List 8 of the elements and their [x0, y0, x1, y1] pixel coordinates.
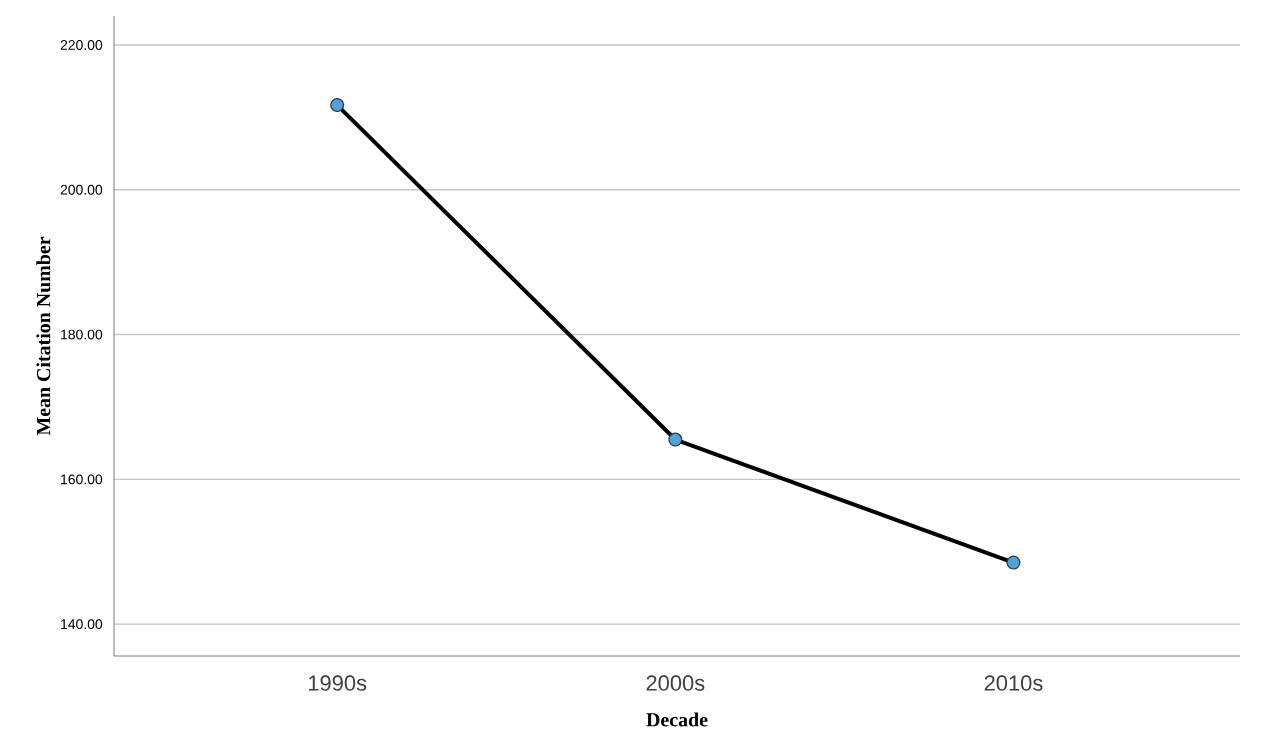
point [330, 98, 345, 113]
point [1006, 555, 1021, 570]
y-axis-title: Mean Citation Number [36, 236, 51, 436]
x-axis-title: Decade [646, 712, 708, 727]
x-tick-label: 2000s [646, 675, 705, 691]
point [668, 432, 683, 447]
x-tick-label: 1990s [308, 675, 367, 691]
x-tick-label: 2010s [984, 675, 1043, 691]
